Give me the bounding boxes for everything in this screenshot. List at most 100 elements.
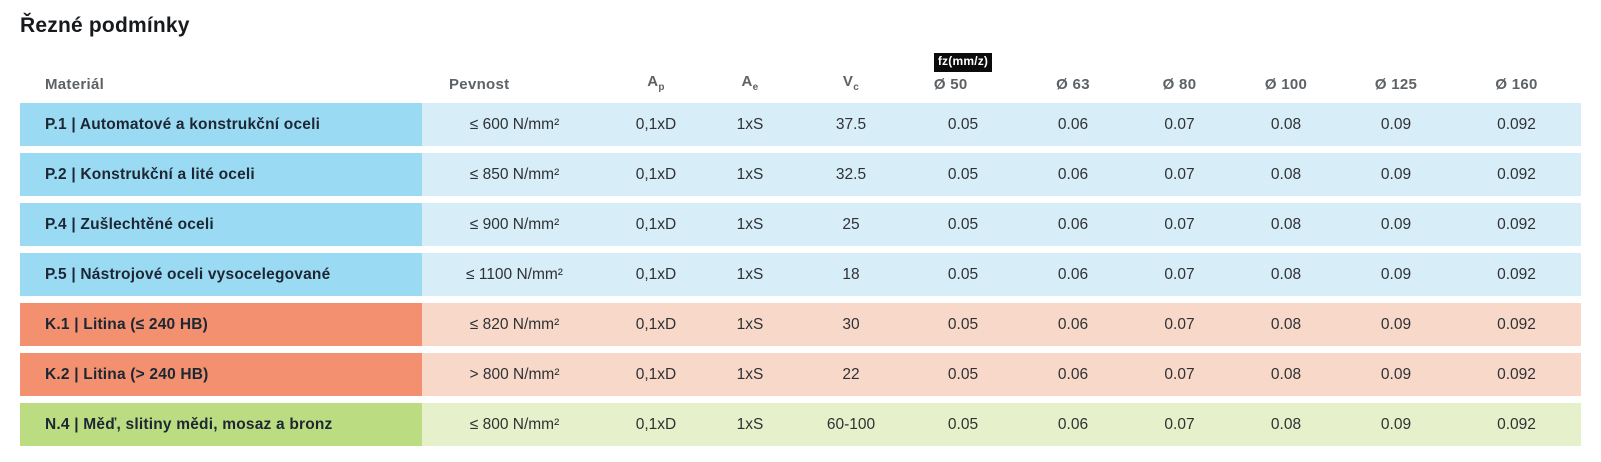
ap-cell: 0,1xD — [607, 153, 705, 196]
page-title: Řezné podmínky — [20, 14, 190, 37]
fz-d125-cell: 0.09 — [1340, 253, 1452, 296]
material-cell: K.1 | Litina (≤ 240 HB) — [20, 303, 422, 346]
vc-label: V — [842, 73, 854, 90]
material-cell: P.4 | Zušlechtěné oceli — [20, 203, 422, 246]
fz-d63-cell: 0.06 — [1019, 353, 1127, 396]
fz-d125-cell: 0.09 — [1340, 403, 1452, 446]
fz-d160-cell: 0.092 — [1452, 203, 1581, 246]
vc-cell: 30 — [795, 303, 907, 346]
fz-d63-cell: 0.06 — [1019, 253, 1127, 296]
col-header-d160: Ø 160 — [1495, 76, 1538, 93]
ap-cell: 0,1xD — [607, 403, 705, 446]
table-row: P.5 | Nástrojové oceli vysocelegované ≤ … — [20, 253, 1581, 296]
fz-d100-cell: 0.08 — [1232, 253, 1340, 296]
vc-subscript: c — [853, 82, 860, 93]
fz-d100-cell: 0.08 — [1232, 303, 1340, 346]
pevnost-cell: ≤ 1100 N/mm² — [422, 253, 607, 296]
fz-d50-cell: 0.05 — [907, 353, 1019, 396]
col-header-d50: fz(mm/z) Ø 50 — [907, 45, 1019, 96]
fz-d100-cell: 0.08 — [1232, 353, 1340, 396]
fz-d80-cell: 0.07 — [1127, 303, 1232, 346]
pevnost-cell: ≤ 900 N/mm² — [422, 203, 607, 246]
pevnost-cell: ≤ 820 N/mm² — [422, 303, 607, 346]
fz-d160-cell: 0.092 — [1452, 253, 1581, 296]
material-cell: N.4 | Měď, slitiny mědi, mosaz a bronz — [20, 403, 422, 446]
vc-cell: 18 — [795, 253, 907, 296]
fz-d80-cell: 0.07 — [1127, 353, 1232, 396]
table-row: P.1 | Automatové a konstrukční oceli ≤ 6… — [20, 103, 1581, 146]
fz-d63-cell: 0.06 — [1019, 153, 1127, 196]
ap-cell: 0,1xD — [607, 253, 705, 296]
col-header-pevnost: Pevnost — [449, 76, 510, 93]
diameter-50-label: Ø 50 — [933, 76, 968, 93]
fz-d125-cell: 0.09 — [1340, 103, 1452, 146]
fz-d63-cell: 0.06 — [1019, 403, 1127, 446]
table-header-row: Materiál Pevnost Ap Ae Vc fz(mm/z) Ø 50 … — [20, 45, 1581, 96]
ap-cell: 0,1xD — [607, 103, 705, 146]
fz-d80-cell: 0.07 — [1127, 403, 1232, 446]
col-header-vc: Vc — [795, 45, 907, 96]
ap-cell: 0,1xD — [607, 303, 705, 346]
fz-d160-cell: 0.092 — [1452, 403, 1581, 446]
cutting-conditions-table: Materiál Pevnost Ap Ae Vc fz(mm/z) Ø 50 … — [20, 38, 1581, 453]
fz-d50-cell: 0.05 — [907, 103, 1019, 146]
fz-d100-cell: 0.08 — [1232, 203, 1340, 246]
vc-cell: 22 — [795, 353, 907, 396]
col-header-d63: Ø 63 — [1056, 76, 1090, 93]
ae-cell: 1xS — [705, 103, 795, 146]
ap-label: A — [647, 73, 659, 90]
ap-cell: 0,1xD — [607, 353, 705, 396]
fz-d160-cell: 0.092 — [1452, 103, 1581, 146]
ae-cell: 1xS — [705, 403, 795, 446]
fz-unit-badge: fz(mm/z) — [933, 53, 993, 72]
col-header-ap: Ap — [607, 45, 705, 96]
fz-d63-cell: 0.06 — [1019, 103, 1127, 146]
fz-d50-cell: 0.05 — [907, 403, 1019, 446]
fz-d125-cell: 0.09 — [1340, 203, 1452, 246]
fz-d50-cell: 0.05 — [907, 153, 1019, 196]
table-row: P.4 | Zušlechtěné oceli ≤ 900 N/mm² 0,1x… — [20, 203, 1581, 246]
fz-d80-cell: 0.07 — [1127, 253, 1232, 296]
fz-header-group: fz(mm/z) Ø 50 — [933, 53, 993, 93]
fz-d50-cell: 0.05 — [907, 253, 1019, 296]
pevnost-cell: ≤ 850 N/mm² — [422, 153, 607, 196]
vc-cell: 25 — [795, 203, 907, 246]
fz-d100-cell: 0.08 — [1232, 153, 1340, 196]
ae-cell: 1xS — [705, 253, 795, 296]
col-header-material: Materiál — [45, 76, 105, 93]
col-header-d80: Ø 80 — [1162, 76, 1197, 93]
material-cell: P.2 | Konstrukční a lité oceli — [20, 153, 422, 196]
ae-cell: 1xS — [705, 153, 795, 196]
fz-d80-cell: 0.07 — [1127, 203, 1232, 246]
vc-cell: 60-100 — [795, 403, 907, 446]
col-header-d100: Ø 100 — [1264, 76, 1308, 93]
col-header-ae: Ae — [705, 45, 795, 96]
vc-cell: 37.5 — [795, 103, 907, 146]
fz-d160-cell: 0.092 — [1452, 153, 1581, 196]
fz-d80-cell: 0.07 — [1127, 153, 1232, 196]
table-row: K.2 | Litina (> 240 HB) > 800 N/mm² 0,1x… — [20, 353, 1581, 396]
fz-d63-cell: 0.06 — [1019, 303, 1127, 346]
ap-cell: 0,1xD — [607, 203, 705, 246]
material-cell: P.1 | Automatové a konstrukční oceli — [20, 103, 422, 146]
fz-d50-cell: 0.05 — [907, 303, 1019, 346]
fz-d63-cell: 0.06 — [1019, 203, 1127, 246]
pevnost-cell: ≤ 800 N/mm² — [422, 403, 607, 446]
ae-cell: 1xS — [705, 353, 795, 396]
material-cell: P.5 | Nástrojové oceli vysocelegované — [20, 253, 422, 296]
fz-d50-cell: 0.05 — [907, 203, 1019, 246]
ae-cell: 1xS — [705, 203, 795, 246]
pevnost-cell: > 800 N/mm² — [422, 353, 607, 396]
vc-cell: 32.5 — [795, 153, 907, 196]
ap-subscript: p — [658, 82, 665, 93]
fz-d100-cell: 0.08 — [1232, 103, 1340, 146]
pevnost-cell: ≤ 600 N/mm² — [422, 103, 607, 146]
material-cell: K.2 | Litina (> 240 HB) — [20, 353, 422, 396]
ae-label: A — [741, 73, 753, 90]
table-row: P.2 | Konstrukční a lité oceli ≤ 850 N/m… — [20, 153, 1581, 196]
fz-d100-cell: 0.08 — [1232, 403, 1340, 446]
fz-d160-cell: 0.092 — [1452, 303, 1581, 346]
fz-d125-cell: 0.09 — [1340, 353, 1452, 396]
col-header-d125: Ø 125 — [1374, 76, 1418, 93]
